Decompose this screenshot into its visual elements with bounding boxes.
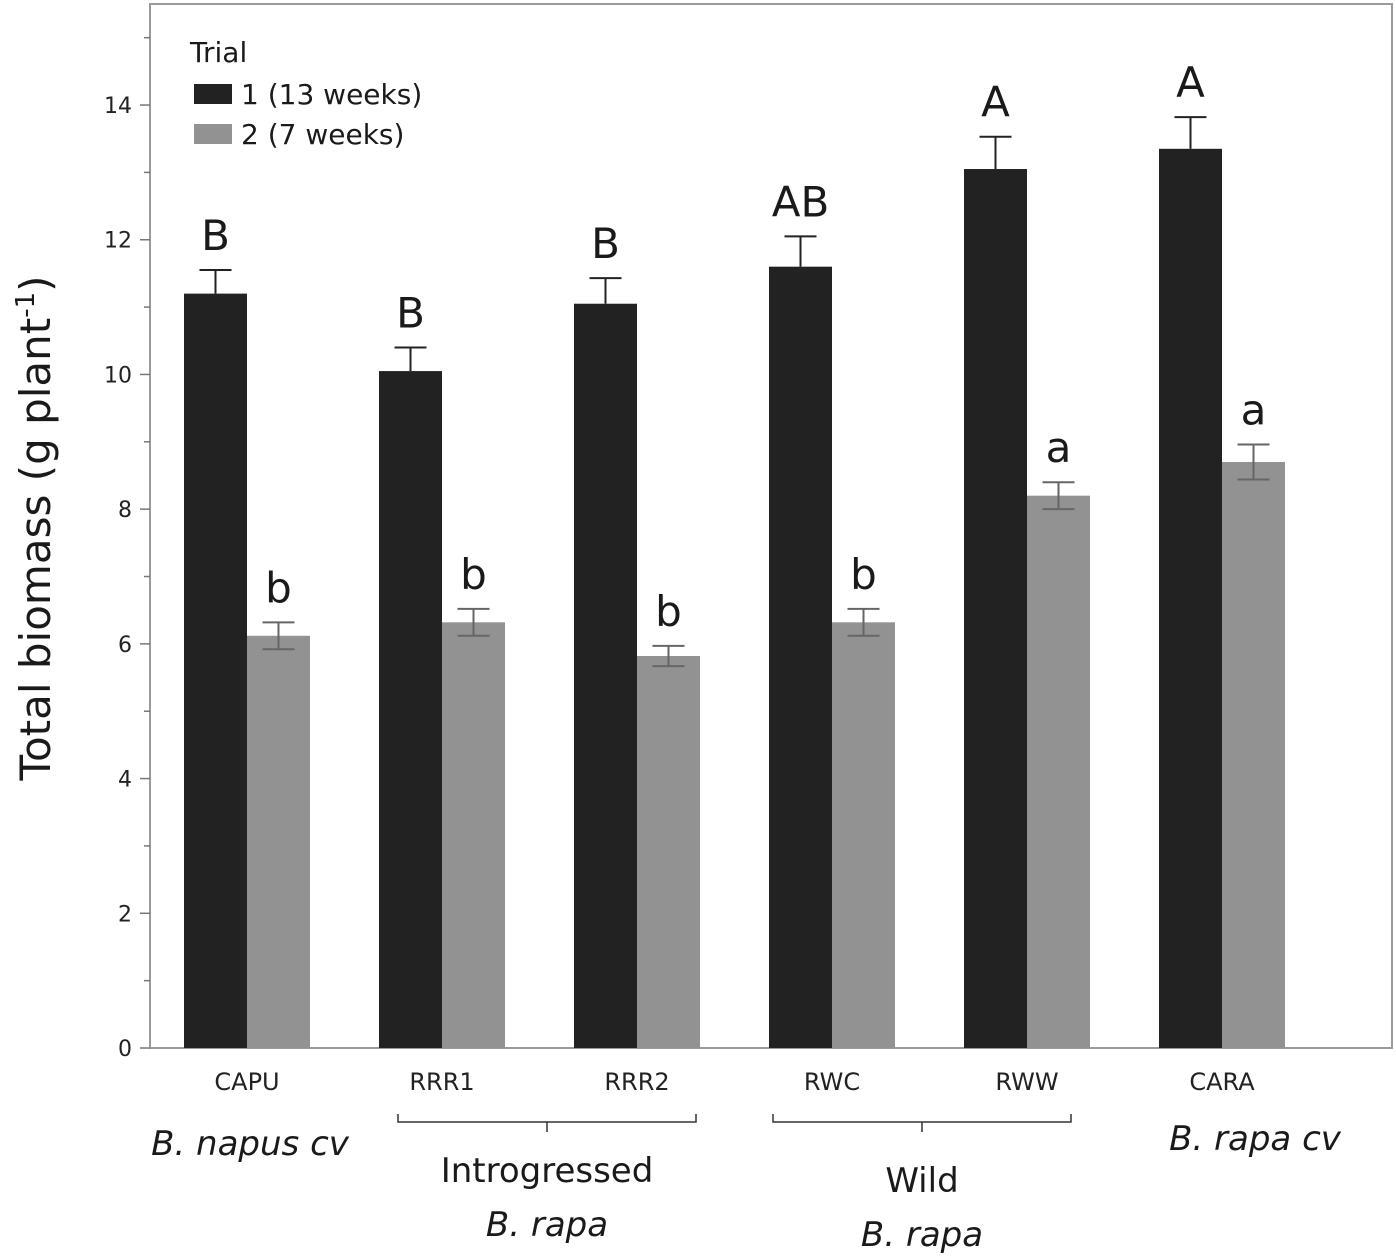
legend-title: Trial [189, 36, 247, 69]
group-label-line1: Wild [885, 1161, 958, 1201]
y-tick-label: 8 [118, 498, 132, 523]
bar-series2 [1027, 495, 1090, 1048]
group-bracket-introgressed [397, 1114, 697, 1132]
bar-series1 [574, 303, 637, 1049]
significance-letter: B [396, 289, 425, 338]
y-tick-label: 12 [104, 229, 132, 254]
y-axis-label-close: ) [11, 275, 60, 291]
y-axis-label-superscript: -1 [11, 292, 41, 318]
y-tick-label: 4 [118, 768, 132, 793]
bar-series1 [1159, 148, 1222, 1049]
group-label-line1: B. napus cv [151, 1124, 350, 1164]
x-tick-label: RWC [804, 1068, 860, 1096]
group-label-line2: B. rapa [486, 1205, 608, 1245]
bar-series2 [247, 635, 310, 1048]
significance-letter: a [1241, 386, 1267, 435]
bar-series2 [637, 655, 700, 1048]
legend-entry: 1 (13 weeks) [241, 78, 422, 111]
legend-swatch [194, 124, 232, 144]
legend-entry: 2 (7 weeks) [241, 118, 404, 151]
x-tick-label: RRR1 [409, 1068, 474, 1096]
y-tick-label: 10 [104, 363, 132, 388]
bar-series1 [964, 169, 1027, 1048]
group-label-line2: B. rapa [861, 1215, 983, 1255]
y-tick-label: 2 [118, 902, 132, 927]
y-tick-label: 6 [118, 633, 132, 658]
y-axis-label-main: Total biomass (g plant [11, 318, 60, 782]
significance-letter: b [460, 550, 487, 599]
group-bracket-wild [772, 1114, 1072, 1132]
significance-letter: B [201, 211, 230, 260]
significance-letter: b [655, 587, 682, 636]
significance-letter: B [591, 219, 620, 268]
x-tick-label: CARA [1189, 1068, 1255, 1096]
significance-letter: A [1176, 58, 1205, 107]
legend-swatch [194, 84, 232, 104]
bar-series1 [769, 266, 832, 1049]
group-label-line1: Introgressed [441, 1151, 654, 1191]
bar-series1 [184, 293, 247, 1048]
significance-letter: a [1046, 423, 1072, 472]
x-tick-label: RRR2 [604, 1068, 669, 1096]
group-label-line1: B. rapa cv [1169, 1119, 1342, 1159]
x-tick-label: CAPU [214, 1068, 279, 1096]
y-tick-label: 14 [104, 94, 132, 119]
significance-letter: AB [772, 177, 830, 226]
significance-letter: b [265, 563, 292, 612]
y-axis-label: Total biomass (g plant-1) [11, 275, 60, 781]
bar-series1 [379, 371, 442, 1048]
bar-series2 [832, 622, 895, 1048]
bar-series2 [442, 622, 505, 1048]
bar-series2 [1222, 462, 1285, 1048]
x-tick-label: RWW [995, 1068, 1058, 1096]
significance-letter: b [850, 550, 877, 599]
y-tick-label: 0 [118, 1037, 132, 1062]
significance-letter: A [981, 78, 1010, 127]
